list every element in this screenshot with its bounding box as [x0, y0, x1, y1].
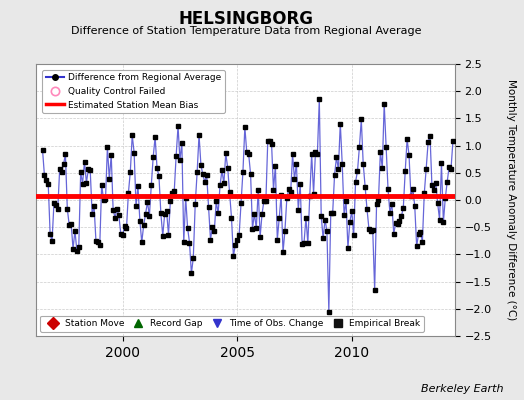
Legend: Station Move, Record Gap, Time of Obs. Change, Empirical Break: Station Move, Record Gap, Time of Obs. C…	[40, 316, 424, 332]
Text: Difference of Station Temperature Data from Regional Average: Difference of Station Temperature Data f…	[71, 26, 421, 36]
Y-axis label: Monthly Temperature Anomaly Difference (°C): Monthly Temperature Anomaly Difference (…	[506, 79, 516, 321]
Text: HELSINGBORG: HELSINGBORG	[179, 10, 314, 28]
Text: Berkeley Earth: Berkeley Earth	[421, 384, 503, 394]
